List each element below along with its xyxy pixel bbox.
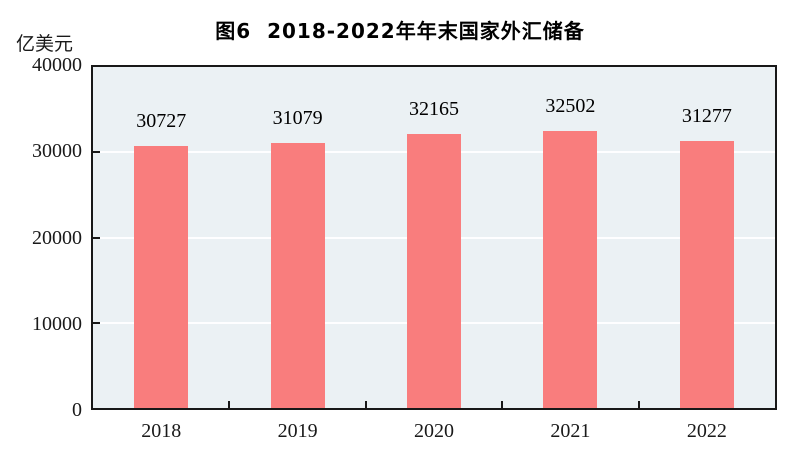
x-axis-label-2021: 2021 (550, 420, 591, 442)
data-label-2022: 31277 (681, 105, 732, 128)
bar-2021 (543, 130, 598, 408)
bar-2020 (407, 133, 462, 408)
bar-2019 (270, 143, 325, 408)
x-axis-tick-mark (364, 401, 367, 408)
data-label-2019: 31079 (272, 107, 323, 130)
chart-title: 图6 2018-2022年年末国家外汇储备 (215, 19, 585, 43)
y-axis-tick-label: 30000 (32, 140, 82, 163)
data-label-2018: 30727 (136, 110, 187, 133)
x-axis-label-2018: 2018 (141, 420, 182, 442)
y-axis-tick-mark (93, 151, 100, 154)
bar-group-2019: 31079 2019 (229, 67, 365, 441)
bar-2022 (679, 141, 734, 408)
y-axis-tick-label: 20000 (32, 226, 82, 249)
bar-group-2020: 32165 2020 (366, 67, 502, 441)
x-axis-tick-mark (637, 401, 640, 408)
y-axis-unit-label: 亿美元 (16, 34, 74, 55)
y-axis-tick-mark (93, 321, 100, 324)
bar-group-2021: 32502 2021 (502, 67, 638, 441)
x-axis-label-2019: 2019 (277, 420, 318, 442)
x-axis-label-2020: 2020 (414, 420, 455, 442)
bar-group-2018: 30727 2018 (93, 67, 229, 441)
bars-container: 30727 2018 31079 2019 32165 2020 32502 2021 3127… (93, 67, 775, 441)
bar-group-2022: 31277 2022 (639, 67, 775, 441)
data-label-2020: 32165 (409, 97, 460, 120)
bar-2018 (134, 146, 189, 408)
plot-area: 30727 2018 31079 2019 32165 2020 32502 2021 3127… (91, 65, 777, 441)
x-axis-tick-mark (228, 401, 231, 408)
y-axis-tick-label: 40000 (32, 54, 82, 76)
data-label-2021: 32502 (545, 94, 596, 117)
x-axis-tick-mark (501, 401, 504, 408)
x-axis-label-2022: 2022 (686, 420, 727, 442)
y-axis-tick-label: 10000 (32, 312, 82, 335)
y-axis-tick-mark (93, 236, 100, 239)
y-axis-labels: 0 10000 20000 30000 40000 (0, 55, 82, 420)
y-axis-tick-label: 0 (72, 399, 82, 421)
